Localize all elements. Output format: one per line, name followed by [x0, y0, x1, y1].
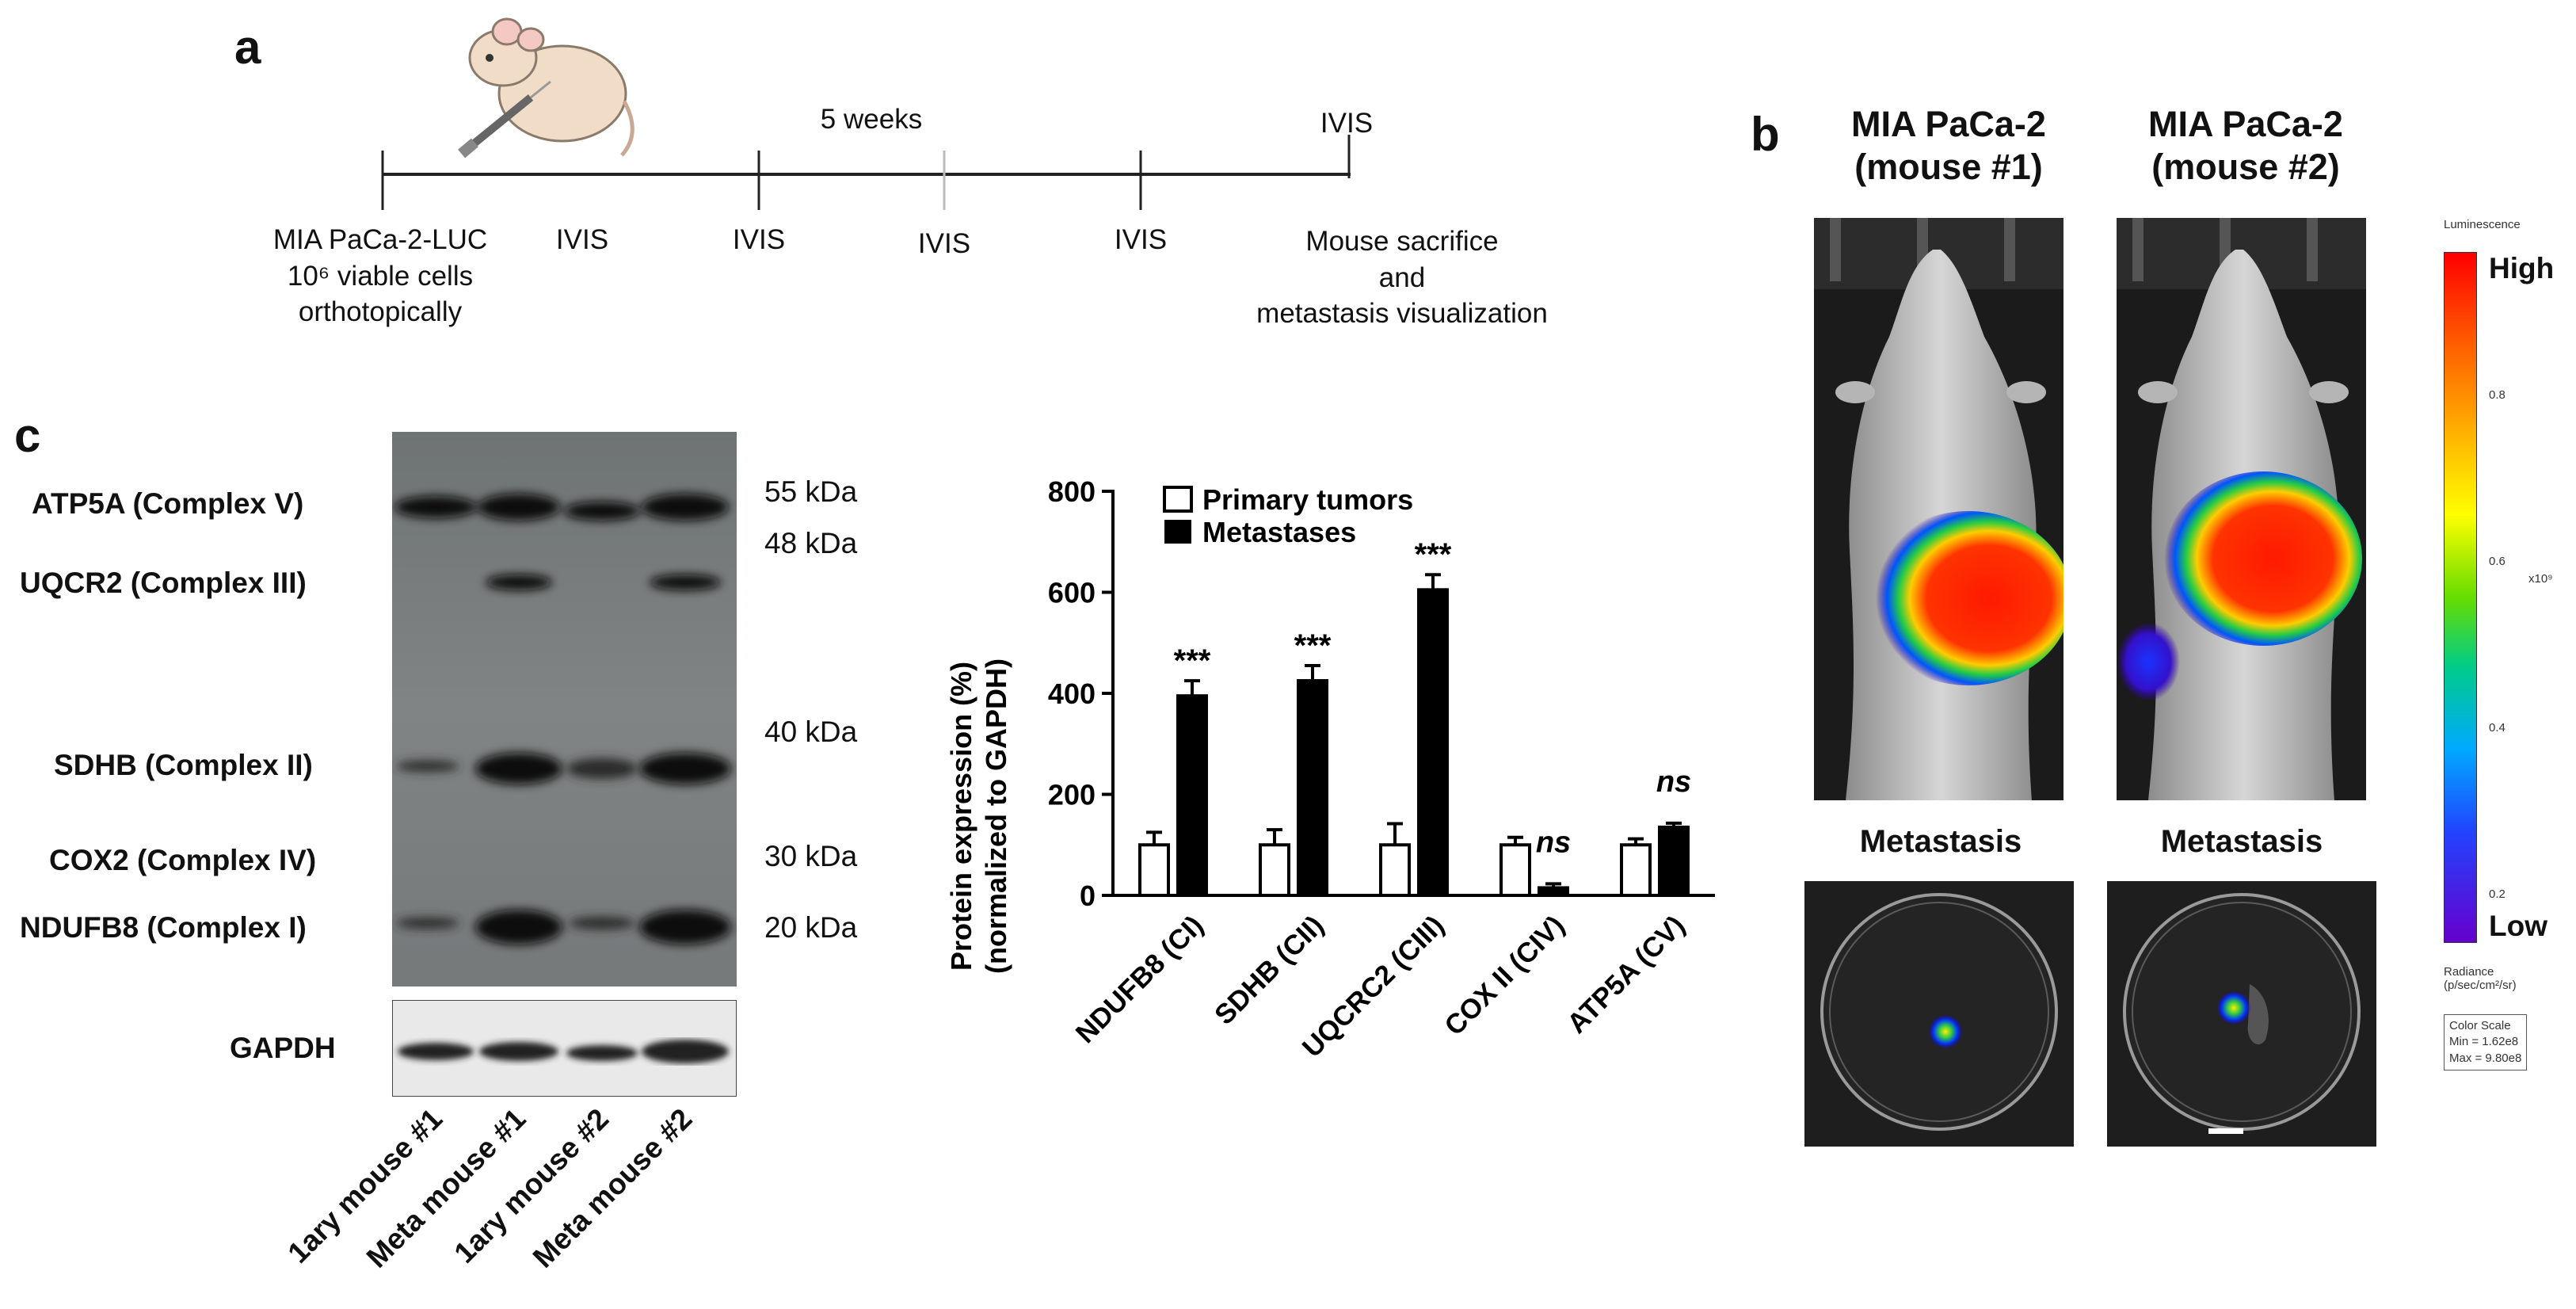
- kda-48: 48 kDa: [764, 527, 858, 559]
- bar-metastases: [1176, 694, 1208, 897]
- col-title-line: (mouse #2): [2151, 147, 2340, 187]
- timeline-end-label: IVIS: [1320, 108, 1374, 139]
- y-tick-label: 600: [1048, 577, 1096, 609]
- metastasis-dish-mouse2: [2107, 881, 2376, 1147]
- y-tick-label: 800: [1048, 475, 1096, 508]
- colorbar-tick-06: 0.6: [2489, 555, 2506, 568]
- blot-label-atp5a: ATP5A (Complex V): [32, 487, 304, 520]
- colorbar-high: High: [2489, 252, 2555, 284]
- scale-line: Color Scale: [2449, 1019, 2511, 1032]
- blot-label-gapdh: GAPDH: [230, 1032, 336, 1064]
- timeline-event-injection: MIA PaCa-2-LUC 10⁶ viable cells orthotop…: [253, 222, 507, 330]
- scale-line: Min = 1.62e8: [2449, 1035, 2519, 1049]
- metastasis-title-mouse1: Metastasis: [1859, 824, 2022, 859]
- bar-primary: [1499, 843, 1531, 897]
- chart-ylabel-line2: (normalized to GAPDH): [980, 658, 1012, 974]
- event-line: orthotopically: [298, 296, 463, 327]
- col-title-line: MIA PaCa-2: [2148, 104, 2343, 144]
- timeline-event-ivis-1: IVIS: [555, 224, 609, 255]
- x-category-label: NDUFB8 (CI): [1070, 910, 1210, 1049]
- legend-swatch-primary: [1163, 486, 1193, 513]
- significance-label: ns: [1656, 765, 1691, 799]
- western-blot-image: [392, 432, 737, 987]
- bar-chart: 0 200 400 600 800 *** NDUFB8 (CI) *** SDHB (CII…: [945, 475, 1715, 1063]
- mouse-illustration: [458, 17, 634, 158]
- x-category-label: COX II (CIV): [1439, 910, 1570, 1041]
- col-title-line: MIA PaCa-2: [1851, 104, 2046, 144]
- timeline-event-ivis-2: IVIS: [732, 224, 786, 255]
- panel-c-letter: c: [14, 409, 41, 462]
- legend-label-primary: Primary tumors: [1202, 483, 1413, 516]
- col-title-line: (mouse #1): [1854, 147, 2043, 187]
- radiance-line: (p/sec/cm²/sr): [2444, 979, 2517, 992]
- kda-40: 40 kDa: [764, 716, 858, 748]
- kda-20: 20 kDa: [764, 911, 858, 944]
- event-line: MIA PaCa-2-LUC: [272, 224, 488, 255]
- y-tick-label: 200: [1048, 779, 1096, 811]
- y-tick-label: 400: [1048, 677, 1096, 710]
- bar-metastases: [1658, 825, 1690, 897]
- blot-label-ndufb8: NDUFB8 (Complex I): [20, 911, 307, 944]
- colorbar-title: Luminescence: [2444, 218, 2521, 231]
- chart-axes: 0 200 400 600 800: [1048, 475, 1715, 912]
- panel-b-letter: b: [1751, 108, 1780, 161]
- blot-label-uqcr2: UQCR2 (Complex III): [20, 567, 307, 599]
- radiance-line: Radiance: [2444, 965, 2494, 979]
- timeline-event-ivis-3: IVIS: [917, 228, 971, 259]
- significance-label: ns: [1536, 826, 1571, 859]
- gapdh-blot-image: [392, 1000, 737, 1097]
- colorbar-tick-04: 0.4: [2489, 721, 2506, 735]
- y-tick-label: 0: [1080, 880, 1096, 912]
- color-scale-box: Color Scale Min = 1.62e8 Max = 9.80e8: [2444, 1014, 2528, 1070]
- kda-55: 55 kDa: [764, 475, 858, 508]
- ivis-image-mouse2: [2117, 218, 2366, 800]
- colorbar: [2444, 252, 2477, 943]
- colorbar-radiance: Radiance (p/sec/cm²/sr): [2444, 965, 2517, 992]
- col-title-mouse2: MIA PaCa-2 (mouse #2): [2099, 103, 2392, 189]
- scale-bar: [2208, 1128, 2243, 1134]
- ivis-image-mouse1: [1814, 218, 2063, 800]
- bar-primary: [1259, 843, 1290, 897]
- bar-metastases: [1297, 679, 1328, 897]
- legend-label-metastases: Metastases: [1202, 516, 1356, 548]
- x-category-label: ATP5A (CV): [1561, 910, 1691, 1040]
- scale-line: Max = 9.80e8: [2449, 1051, 2522, 1065]
- bar-primary: [1138, 843, 1170, 897]
- significance-label: ***: [1415, 537, 1452, 572]
- metastasis-dish-mouse1: [1804, 881, 2074, 1147]
- kda-30: 30 kDa: [764, 840, 858, 872]
- colorbar-multiplier: x10⁹: [2528, 572, 2553, 586]
- col-title-mouse1: MIA PaCa-2 (mouse #1): [1802, 103, 2095, 189]
- colorbar-tick-02: 0.2: [2489, 887, 2506, 901]
- x-category-label: SDHB (CII): [1209, 910, 1330, 1031]
- event-line: metastasis visualization: [1256, 298, 1548, 329]
- timeline-event-sacrifice: Mouse sacrifice and metastasis visualiza…: [1212, 223, 1592, 332]
- event-line: 10⁶ viable cells: [287, 260, 474, 292]
- significance-label: ***: [1294, 628, 1332, 663]
- colorbar-low: Low: [2489, 910, 2547, 942]
- event-line: and: [1378, 261, 1426, 293]
- bar-primary: [1379, 843, 1411, 897]
- blot-label-sdhb: SDHB (Complex II): [54, 749, 313, 781]
- metastasis-title-mouse2: Metastasis: [2160, 824, 2323, 859]
- bar-primary: [1620, 843, 1652, 897]
- chart-labels: ***NDUFB8 (CI)***SDHB (CII)***UQCRC2 (CI…: [1070, 537, 1692, 1063]
- chart-bars: [1138, 573, 1690, 897]
- timeline: [381, 135, 1351, 210]
- bar-metastases: [1538, 886, 1569, 897]
- chart-ylabel-line1: Protein expression (%): [945, 662, 977, 971]
- blot-label-cox2: COX2 (Complex IV): [49, 844, 317, 876]
- event-line: Mouse sacrifice: [1305, 226, 1499, 257]
- timeline-weeks-label: 5 weeks: [820, 104, 923, 135]
- significance-label: ***: [1174, 643, 1211, 678]
- timeline-event-ivis-4: IVIS: [1114, 224, 1168, 255]
- colorbar-tick-08: 0.8: [2489, 388, 2506, 402]
- legend-swatch-metastases: [1164, 520, 1191, 544]
- bar-metastases: [1417, 588, 1449, 897]
- panel-a-letter: a: [234, 21, 261, 74]
